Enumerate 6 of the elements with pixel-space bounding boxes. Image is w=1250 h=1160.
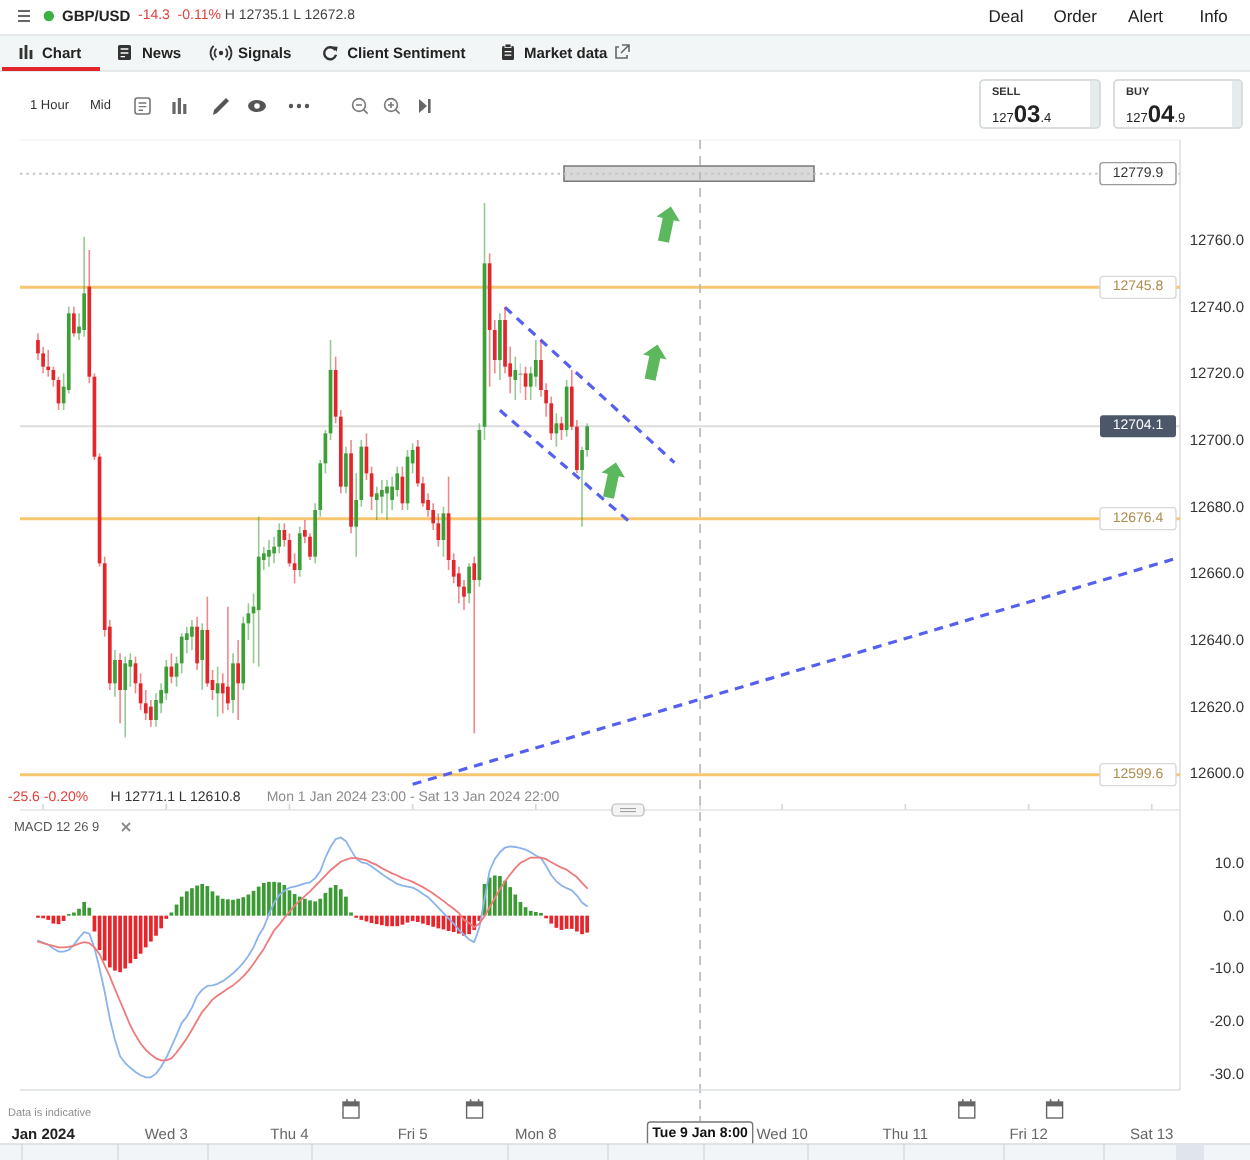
text: Alert bbox=[1128, 6, 1165, 26]
text: Info bbox=[1199, 6, 1229, 26]
line-series bbox=[37, 856, 589, 1062]
text: Order bbox=[1053, 6, 1098, 26]
line-series bbox=[37, 836, 589, 1079]
text: Deal bbox=[988, 6, 1024, 26]
